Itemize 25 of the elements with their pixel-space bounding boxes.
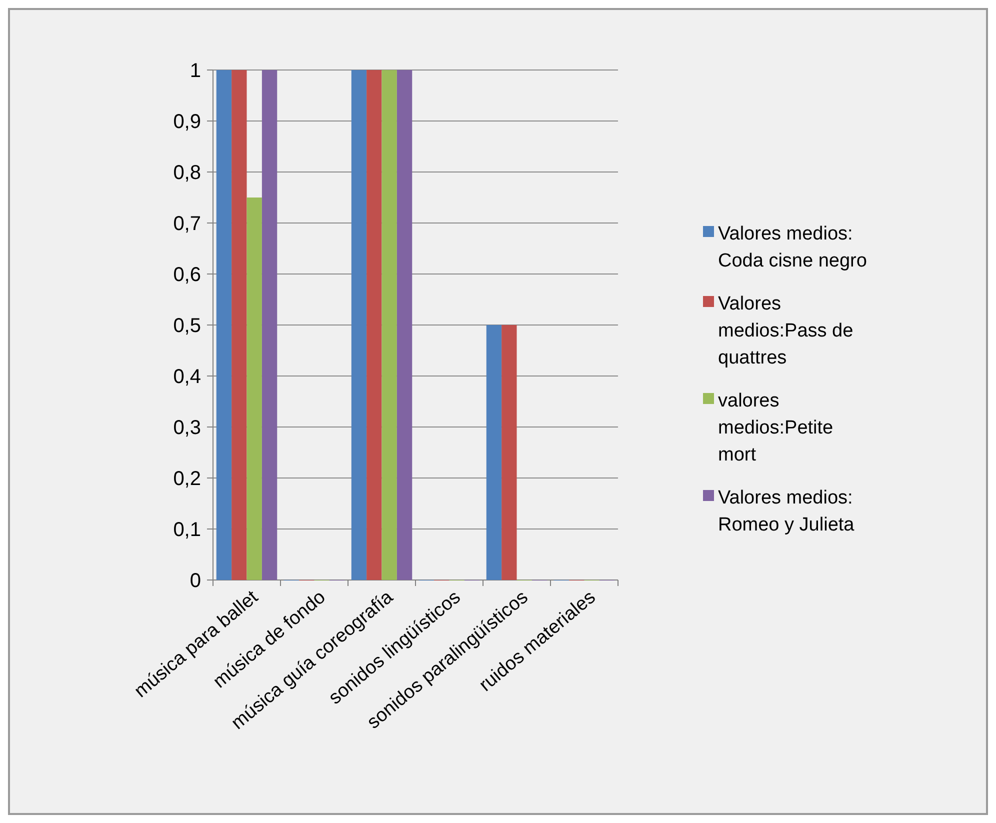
bar bbox=[232, 70, 247, 580]
bar bbox=[502, 325, 517, 580]
y-tick-label: 0,5 bbox=[173, 315, 201, 337]
bar bbox=[366, 70, 382, 580]
legend-label: Valores medios:Pass de quattres bbox=[718, 294, 854, 369]
legend-label: Valores medios: Coda cisne negro bbox=[718, 224, 867, 272]
y-tick-label: 0,2 bbox=[173, 468, 201, 490]
y-tick-label: 0,4 bbox=[173, 366, 201, 388]
y-tick-label: 0,9 bbox=[173, 111, 201, 133]
bar bbox=[246, 198, 262, 580]
y-tick-label: 0,6 bbox=[173, 264, 201, 286]
bar bbox=[262, 70, 278, 580]
y-tick-label: 0,7 bbox=[173, 213, 201, 235]
legend-label: Valores medios: Romeo y Julieta bbox=[718, 488, 855, 536]
bar bbox=[216, 70, 232, 580]
y-tick-label: 0,8 bbox=[173, 162, 201, 184]
bar bbox=[396, 70, 412, 580]
legend-label: valores medios:Petite mort bbox=[718, 390, 834, 466]
y-tick-label: 0 bbox=[190, 570, 201, 592]
bar bbox=[486, 325, 502, 580]
y-tick-label: 1 bbox=[190, 60, 201, 82]
y-tick-label: 0,3 bbox=[173, 417, 201, 439]
bar bbox=[351, 70, 367, 580]
y-tick-label: 0,1 bbox=[173, 519, 201, 541]
bar bbox=[382, 70, 397, 580]
